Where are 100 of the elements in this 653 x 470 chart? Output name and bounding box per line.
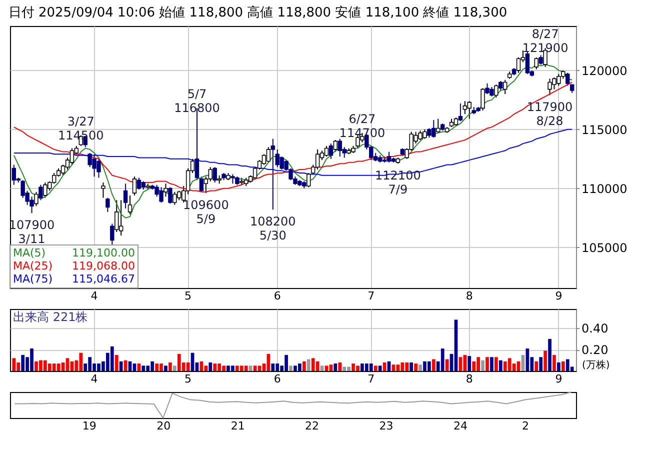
bar [454, 320, 458, 371]
candlestick [498, 80, 503, 91]
annotation: 117900 8/28 [526, 100, 573, 128]
candlestick [436, 118, 440, 134]
y-tick-label: 0.40 [582, 322, 608, 336]
x-tick-label: 7 [368, 290, 375, 302]
text: MA(5) [13, 246, 46, 260]
candlestick [199, 176, 204, 192]
candlestick [503, 79, 508, 95]
x-tick-label: 6 [274, 372, 281, 386]
annotation: 3/27 114500 [58, 114, 104, 142]
candlestick [70, 148, 74, 166]
bar [66, 358, 70, 371]
x-tick-label: 24 [454, 420, 468, 432]
bar [557, 362, 560, 371]
bar [486, 357, 489, 371]
bar [334, 364, 338, 371]
bar [114, 354, 118, 371]
y-tick-label: 0.20 [582, 343, 608, 358]
candlestick [114, 200, 119, 232]
bar [320, 366, 324, 371]
bar [119, 361, 123, 371]
bar [481, 360, 484, 371]
candlestick [538, 54, 543, 66]
x-tick-label: 6 [274, 290, 281, 302]
annotation: 119,068.00 [72, 260, 135, 272]
bar [271, 364, 275, 371]
bar [253, 366, 257, 371]
x-tick-label: 2 [522, 420, 529, 432]
x-tick-label: 23 [379, 420, 394, 432]
candlestick [164, 183, 168, 198]
bar [244, 366, 248, 371]
bar [324, 366, 328, 371]
bar [329, 364, 333, 371]
x-tick-label: 9 [555, 372, 562, 386]
bar [142, 366, 146, 371]
bar [561, 361, 565, 371]
candlestick [118, 200, 124, 236]
bar [534, 361, 538, 371]
x-tick-label: 20 [156, 420, 171, 432]
bar [374, 366, 378, 371]
x-tick-label: 5 [184, 290, 192, 302]
bar [508, 358, 512, 371]
candlestick [534, 56, 538, 70]
candlestick [324, 145, 329, 158]
candlestick [266, 146, 271, 163]
candlestick [132, 176, 137, 196]
bar [52, 364, 56, 371]
bar [392, 364, 396, 371]
candlestick [315, 148, 320, 170]
x-tick-label: 7 [368, 372, 375, 386]
bar [132, 364, 136, 371]
bar [311, 358, 315, 371]
y-tick-label: 115000 [582, 122, 628, 137]
bar [204, 366, 208, 371]
bar [208, 362, 212, 371]
candlestick [212, 166, 217, 183]
bar [258, 366, 262, 371]
bar [468, 356, 472, 371]
bar [445, 359, 449, 371]
bar [410, 362, 414, 371]
bar [137, 364, 141, 371]
x-tick-label: 9 [555, 290, 562, 302]
chart-title: 日付 2025/09/04 10:06 始値 118,800 高値 118,800 安値 118,100 終値 118,300 [8, 4, 508, 20]
candlestick [516, 56, 521, 74]
bar [494, 357, 498, 371]
x-tick-label: 5 [184, 372, 192, 386]
bar [306, 359, 310, 371]
candlestick [123, 183, 128, 209]
bar [172, 366, 176, 371]
x-tick-label: 4 [90, 290, 98, 302]
candlestick [566, 72, 570, 86]
candlestick [467, 100, 472, 120]
bar [552, 354, 556, 371]
annotation: 8/27 121900 [522, 27, 568, 56]
chart-title: 出来高 221株 [13, 310, 88, 324]
candlestick [386, 151, 392, 163]
y-tick-label: 120000 [582, 64, 628, 78]
annotation: 115,046.67 [72, 272, 135, 286]
bar [440, 348, 444, 371]
candlestick [458, 102, 463, 122]
x-tick-label: 8 [466, 372, 473, 386]
x-tick-label: 21 [230, 420, 245, 432]
candlestick [172, 191, 177, 206]
bar [12, 358, 16, 371]
bar [414, 364, 418, 371]
bar [396, 364, 400, 371]
text: MA(75) [13, 272, 53, 286]
bar [548, 338, 552, 371]
bar [526, 348, 530, 371]
candlestick [101, 182, 106, 198]
candlestick [480, 88, 485, 112]
candlestick [34, 191, 38, 207]
bar [498, 360, 502, 371]
candlestick [306, 172, 311, 188]
bar [539, 357, 543, 371]
y-axis-title: (万株) [582, 359, 610, 371]
annotation: 108200 5/30 [250, 214, 296, 243]
candlestick [328, 143, 334, 160]
bar [21, 354, 25, 371]
